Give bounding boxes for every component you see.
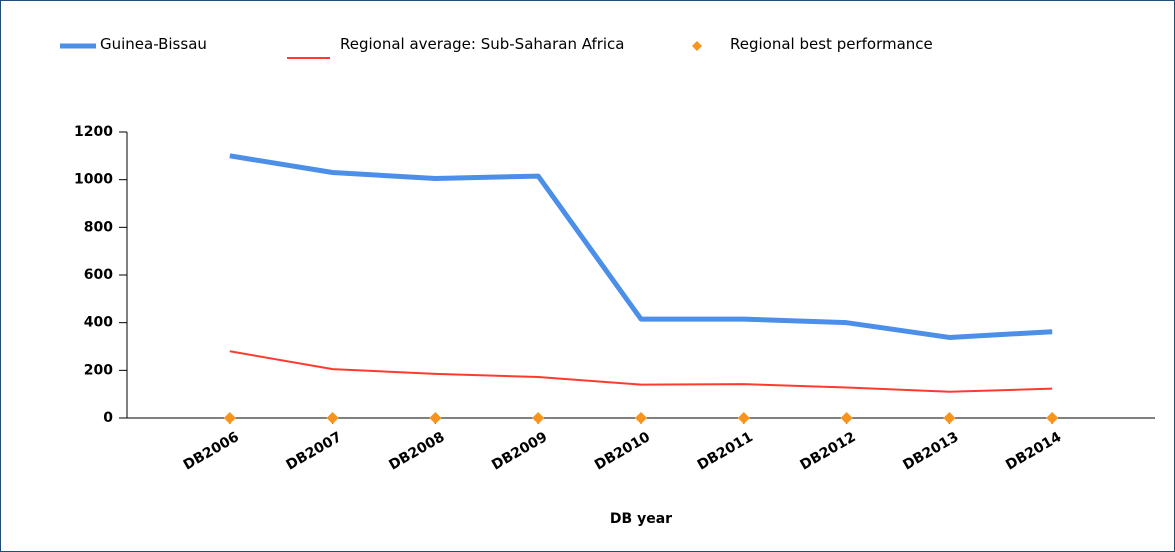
y-tick-label: 600	[84, 267, 113, 283]
legend-label: Regional best performance	[730, 35, 933, 53]
y-tick-label: 1200	[74, 124, 113, 140]
y-tick-label: 0	[103, 410, 113, 426]
point	[1046, 412, 1059, 424]
y-tick-label: 1000	[74, 172, 113, 188]
legend-item: Guinea-Bissau	[100, 36, 207, 52]
point	[326, 412, 339, 424]
point	[223, 412, 236, 424]
point	[737, 412, 750, 424]
y-tick-label: 200	[84, 362, 113, 378]
legend-item: Regional best performance	[730, 36, 933, 52]
y-tick-label: 400	[84, 315, 113, 331]
y-tick-label: 800	[84, 219, 113, 235]
point	[943, 412, 956, 424]
x-axis-title: DB year	[610, 511, 672, 527]
series-line	[229, 350, 1053, 393]
x-tick-label: DB2014	[1003, 429, 1064, 474]
legend-label: Guinea-Bissau	[100, 35, 207, 53]
x-tick-label: DB2011	[695, 429, 756, 473]
x-tick-label: DB2012	[798, 429, 859, 473]
point	[635, 412, 647, 424]
series-line	[229, 153, 1053, 340]
point	[840, 412, 853, 424]
x-tick-label: DB2007	[284, 429, 345, 473]
point	[429, 412, 442, 424]
point	[532, 412, 545, 424]
legend-label: Regional average: Sub-Saharan Africa	[340, 35, 625, 53]
legend-swatch	[692, 41, 702, 51]
x-tick-label: DB2009	[489, 429, 550, 473]
x-tick-label: DB2013	[900, 429, 961, 473]
x-tick-label: DB2006	[181, 429, 242, 473]
legend-item: Regional average: Sub-Saharan Africa	[340, 36, 670, 52]
x-tick-label: DB2010	[592, 429, 653, 474]
x-tick-label: DB2008	[386, 429, 447, 473]
